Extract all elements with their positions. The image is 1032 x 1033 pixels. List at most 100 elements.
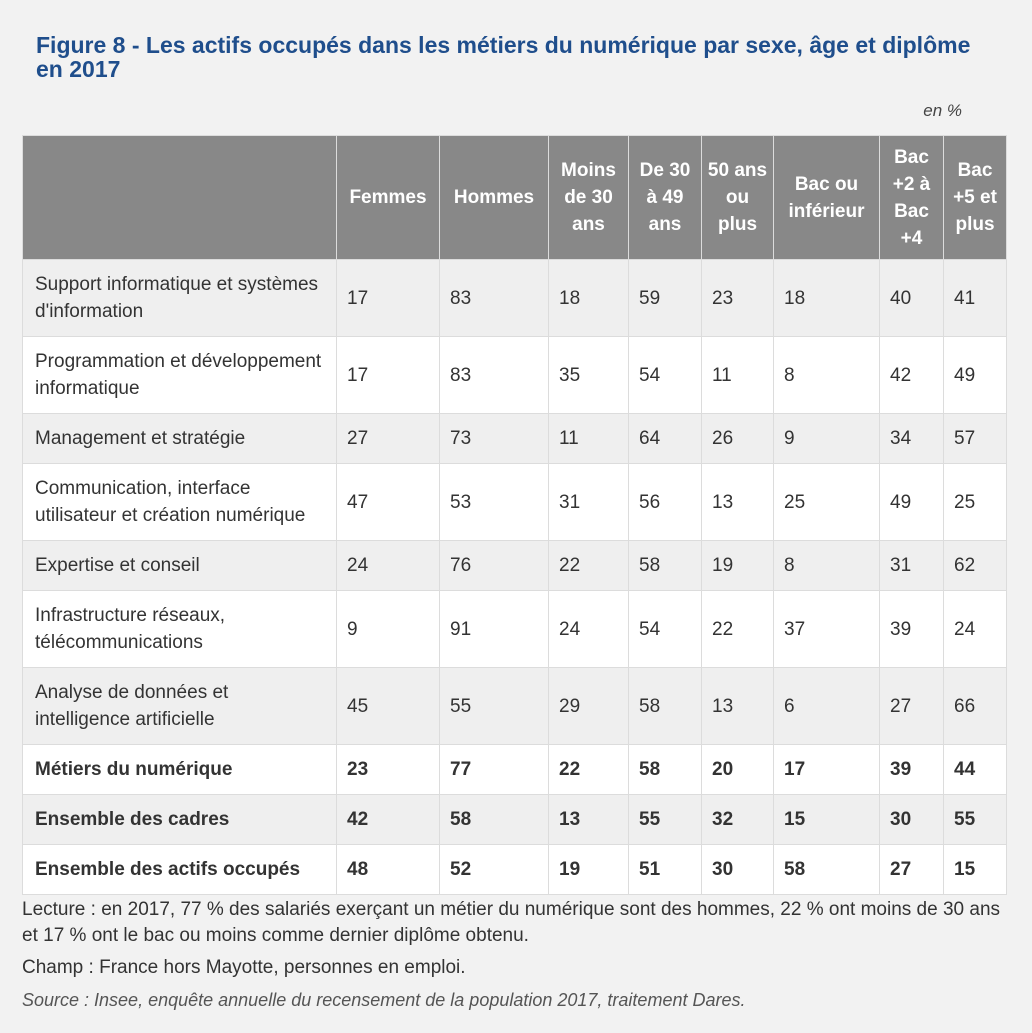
row-label: Analyse de données et intelligence artif… bbox=[22, 667, 337, 745]
column-header: Bac ou inférieur bbox=[773, 135, 880, 260]
value-cell: 17 bbox=[336, 259, 440, 337]
value-cell: 20 bbox=[701, 744, 774, 795]
row-label: Métiers du numérique bbox=[22, 744, 337, 795]
header-row: Femmes Hommes Moins de 30 ans De 30 à 49 an… bbox=[22, 135, 1007, 260]
value-cell: 57 bbox=[943, 413, 1007, 464]
value-cell: 19 bbox=[701, 540, 774, 591]
value-cell: 39 bbox=[879, 744, 944, 795]
row-label: Communication, interface utilisateur et … bbox=[22, 463, 337, 541]
table-row: Métiers du numérique 23 77 22 58 20 17 39 44 bbox=[22, 744, 1007, 795]
table-row: Management et stratégie 27 73 11 64 26 9 34 57 bbox=[22, 413, 1007, 464]
value-cell: 45 bbox=[336, 667, 440, 745]
value-cell: 58 bbox=[628, 540, 702, 591]
value-cell: 64 bbox=[628, 413, 702, 464]
column-header: Bac +5 et plus bbox=[943, 135, 1007, 260]
value-cell: 39 bbox=[879, 590, 944, 668]
value-cell: 42 bbox=[336, 794, 440, 845]
value-cell: 49 bbox=[943, 336, 1007, 414]
column-header: Hommes bbox=[439, 135, 549, 260]
value-cell: 9 bbox=[773, 413, 880, 464]
column-header: Moins de 30 ans bbox=[548, 135, 629, 260]
value-cell: 41 bbox=[943, 259, 1007, 337]
row-label: Expertise et conseil bbox=[22, 540, 337, 591]
value-cell: 55 bbox=[943, 794, 1007, 845]
value-cell: 58 bbox=[439, 794, 549, 845]
value-cell: 40 bbox=[879, 259, 944, 337]
value-cell: 91 bbox=[439, 590, 549, 668]
row-label: Ensemble des actifs occupés bbox=[22, 844, 337, 895]
value-cell: 55 bbox=[628, 794, 702, 845]
value-cell: 49 bbox=[879, 463, 944, 541]
value-cell: 55 bbox=[439, 667, 549, 745]
value-cell: 27 bbox=[879, 667, 944, 745]
value-cell: 58 bbox=[773, 844, 880, 895]
table-row: Ensemble des cadres 42 58 13 55 32 15 30 55 bbox=[22, 794, 1007, 845]
table-row: Expertise et conseil 24 76 22 58 19 8 31 62 bbox=[22, 540, 1007, 591]
value-cell: 56 bbox=[628, 463, 702, 541]
value-cell: 58 bbox=[628, 667, 702, 745]
value-cell: 24 bbox=[336, 540, 440, 591]
value-cell: 27 bbox=[879, 844, 944, 895]
value-cell: 18 bbox=[773, 259, 880, 337]
value-cell: 23 bbox=[336, 744, 440, 795]
row-label: Management et stratégie bbox=[22, 413, 337, 464]
value-cell: 6 bbox=[773, 667, 880, 745]
value-cell: 19 bbox=[548, 844, 629, 895]
header-cell-empty bbox=[22, 135, 337, 260]
value-cell: 32 bbox=[701, 794, 774, 845]
table-row: Analyse de données et intelligence artif… bbox=[22, 667, 1007, 745]
value-cell: 37 bbox=[773, 590, 880, 668]
value-cell: 8 bbox=[773, 336, 880, 414]
row-label: Programmation et développement informati… bbox=[22, 336, 337, 414]
unit-label: en % bbox=[923, 101, 962, 120]
row-label: Infrastructure réseaux, télécommunicatio… bbox=[22, 590, 337, 668]
value-cell: 83 bbox=[439, 259, 549, 337]
source-note: Source : Insee, enquête annuelle du rece… bbox=[22, 990, 746, 1010]
value-cell: 51 bbox=[628, 844, 702, 895]
value-cell: 11 bbox=[701, 336, 774, 414]
value-cell: 22 bbox=[548, 540, 629, 591]
value-cell: 11 bbox=[548, 413, 629, 464]
value-cell: 24 bbox=[548, 590, 629, 668]
value-cell: 13 bbox=[701, 667, 774, 745]
table-body: Support informatique et systèmes d'infor… bbox=[22, 259, 1007, 895]
value-cell: 17 bbox=[336, 336, 440, 414]
data-table: Femmes Hommes Moins de 30 ans De 30 à 49 an… bbox=[22, 135, 1007, 895]
table-row: Infrastructure réseaux, télécommunicatio… bbox=[22, 590, 1007, 668]
column-header: De 30 à 49 ans bbox=[628, 135, 702, 260]
value-cell: 31 bbox=[879, 540, 944, 591]
value-cell: 73 bbox=[439, 413, 549, 464]
column-header: Femmes bbox=[336, 135, 440, 260]
value-cell: 83 bbox=[439, 336, 549, 414]
value-cell: 9 bbox=[336, 590, 440, 668]
value-cell: 66 bbox=[943, 667, 1007, 745]
table-header: Femmes Hommes Moins de 30 ans De 30 à 49 an… bbox=[22, 135, 1007, 260]
value-cell: 13 bbox=[548, 794, 629, 845]
row-label: Ensemble des cadres bbox=[22, 794, 337, 845]
champ-note: Champ : France hors Mayotte, personnes e… bbox=[22, 957, 466, 978]
value-cell: 52 bbox=[439, 844, 549, 895]
figure-title: Figure 8 - Les actifs occupés dans les m… bbox=[36, 32, 971, 82]
value-cell: 25 bbox=[773, 463, 880, 541]
table-row: Ensemble des actifs occupés 48 52 19 51 30 58 2… bbox=[22, 844, 1007, 895]
value-cell: 62 bbox=[943, 540, 1007, 591]
value-cell: 31 bbox=[548, 463, 629, 541]
value-cell: 18 bbox=[548, 259, 629, 337]
value-cell: 30 bbox=[879, 794, 944, 845]
value-cell: 29 bbox=[548, 667, 629, 745]
value-cell: 34 bbox=[879, 413, 944, 464]
lecture-note: Lecture : en 2017, 77 % des salariés exe… bbox=[22, 899, 1001, 946]
value-cell: 35 bbox=[548, 336, 629, 414]
value-cell: 59 bbox=[628, 259, 702, 337]
value-cell: 22 bbox=[548, 744, 629, 795]
table-row: Programmation et développement informati… bbox=[22, 336, 1007, 414]
value-cell: 13 bbox=[701, 463, 774, 541]
value-cell: 26 bbox=[701, 413, 774, 464]
row-label: Support informatique et systèmes d'infor… bbox=[22, 259, 337, 337]
value-cell: 25 bbox=[943, 463, 1007, 541]
value-cell: 8 bbox=[773, 540, 880, 591]
value-cell: 23 bbox=[701, 259, 774, 337]
value-cell: 24 bbox=[943, 590, 1007, 668]
value-cell: 47 bbox=[336, 463, 440, 541]
value-cell: 76 bbox=[439, 540, 549, 591]
